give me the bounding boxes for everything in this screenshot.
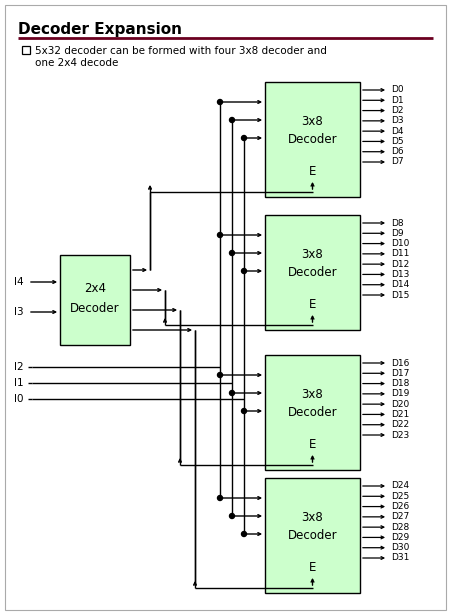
Text: E: E: [309, 438, 316, 451]
Bar: [265, 478, 360, 593]
Circle shape: [217, 100, 222, 105]
Text: D0: D0: [391, 85, 404, 95]
Text: 3x8: 3x8: [302, 248, 323, 261]
Text: D16: D16: [391, 359, 410, 368]
Text: D21: D21: [391, 410, 409, 419]
Circle shape: [241, 531, 247, 536]
Circle shape: [230, 391, 235, 395]
Text: D25: D25: [391, 492, 409, 501]
Circle shape: [217, 232, 222, 237]
Text: D12: D12: [391, 260, 409, 269]
Text: Decoder: Decoder: [288, 133, 337, 146]
Text: D28: D28: [391, 523, 409, 531]
Text: I2: I2: [14, 362, 23, 372]
Text: 5x32 decoder can be formed with four 3x8 decoder and: 5x32 decoder can be formed with four 3x8…: [35, 46, 327, 56]
Text: D4: D4: [391, 127, 404, 136]
Text: 3x8: 3x8: [302, 388, 323, 401]
Text: E: E: [309, 298, 316, 311]
Text: D15: D15: [391, 290, 410, 300]
Text: 2x4: 2x4: [84, 282, 106, 295]
Text: D29: D29: [391, 533, 409, 542]
Text: 3x8: 3x8: [302, 115, 323, 128]
Circle shape: [241, 135, 247, 140]
Text: Decoder: Decoder: [70, 301, 120, 314]
Text: I1: I1: [14, 378, 23, 388]
Circle shape: [217, 496, 222, 501]
Text: 3x8: 3x8: [302, 511, 323, 524]
Text: I0: I0: [14, 394, 23, 404]
Text: D10: D10: [391, 239, 410, 248]
Text: D23: D23: [391, 430, 409, 440]
Text: D27: D27: [391, 512, 409, 522]
Bar: [60, 255, 130, 345]
Bar: [22, 46, 30, 54]
Text: D26: D26: [391, 502, 409, 511]
Text: D22: D22: [391, 420, 409, 429]
Text: E: E: [309, 165, 316, 178]
Circle shape: [217, 373, 222, 378]
Text: D9: D9: [391, 229, 404, 238]
Text: D31: D31: [391, 554, 410, 563]
Text: D13: D13: [391, 270, 410, 279]
Text: Decoder: Decoder: [288, 266, 337, 279]
Text: I4: I4: [14, 277, 23, 287]
Bar: [265, 215, 360, 330]
Text: D7: D7: [391, 157, 404, 167]
Text: D11: D11: [391, 249, 410, 258]
Text: D8: D8: [391, 218, 404, 228]
Text: I3: I3: [14, 307, 23, 317]
Circle shape: [230, 250, 235, 255]
Text: D3: D3: [391, 116, 404, 125]
Text: D17: D17: [391, 369, 410, 378]
Bar: [265, 355, 360, 470]
Text: Decoder: Decoder: [288, 406, 337, 419]
Text: one 2x4 decode: one 2x4 decode: [35, 58, 118, 68]
Text: D20: D20: [391, 400, 409, 408]
Circle shape: [230, 514, 235, 518]
Text: D1: D1: [391, 96, 404, 105]
Text: D19: D19: [391, 389, 410, 399]
Text: D5: D5: [391, 137, 404, 146]
Text: D14: D14: [391, 280, 409, 289]
Text: Decoder Expansion: Decoder Expansion: [18, 22, 182, 37]
Circle shape: [230, 117, 235, 122]
Circle shape: [241, 408, 247, 413]
Text: D6: D6: [391, 147, 404, 156]
Text: D2: D2: [391, 106, 404, 115]
Text: D18: D18: [391, 379, 410, 388]
Bar: [265, 82, 360, 197]
Text: E: E: [309, 561, 316, 574]
Text: D30: D30: [391, 543, 410, 552]
Text: D24: D24: [391, 482, 409, 491]
Text: Decoder: Decoder: [288, 529, 337, 542]
Circle shape: [241, 269, 247, 274]
